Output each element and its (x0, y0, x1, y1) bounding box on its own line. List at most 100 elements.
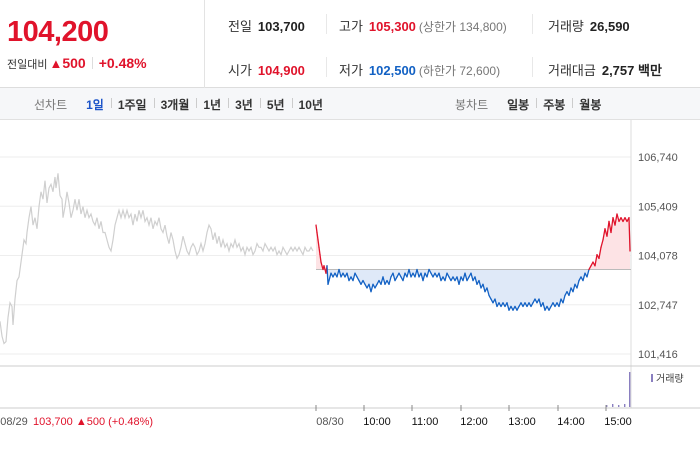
line-chart-title: 선차트 (34, 97, 68, 112)
price-segment-down (392, 272, 396, 282)
area-fill-down (539, 269, 541, 307)
stat-low: 저가 102,500 (하한가 72,600) (339, 60, 500, 79)
area-fill-up (613, 217, 615, 270)
area-fill-up (623, 217, 625, 270)
stat-label: 시가 (228, 63, 252, 78)
tab-3month[interactable]: 3개월 (153, 96, 197, 113)
price-segment-down (458, 276, 462, 285)
area-fill-down (511, 269, 513, 311)
tab-1year[interactable]: 1년 (196, 96, 228, 113)
price-segment-down (482, 283, 486, 293)
candle-chart-tabs: 봉차트 일봉 주봉 월봉 (455, 88, 608, 120)
stat-value: 2,757 백만 (601, 63, 662, 78)
price-segment-down (326, 265, 329, 285)
volume-legend-label: 거래량 (656, 373, 684, 385)
price-segment-down (488, 294, 492, 300)
price-segment-up (600, 239, 604, 248)
price-lines (0, 173, 631, 345)
price-segment-up (606, 220, 610, 237)
x-tick-label: 08/29 (0, 416, 28, 428)
area-fill-down (503, 269, 505, 307)
price-segment-down (402, 272, 406, 282)
area-fill-up (615, 213, 617, 270)
price-segment-up (628, 217, 631, 252)
x-tick-label: 14:00 (557, 416, 585, 428)
area-fill-down (365, 269, 367, 288)
area-fill-down (543, 269, 545, 311)
area-fill-down (509, 269, 511, 311)
area-fill-down (521, 269, 523, 307)
area-fill-down (495, 269, 497, 307)
tab-10year[interactable]: 10년 (291, 96, 330, 113)
area-fill-down (501, 269, 503, 307)
price-segment-down (516, 305, 520, 311)
prev-day-pct: (+0.48%) (108, 416, 153, 428)
area-fill-down (527, 269, 529, 307)
area-fill-down (375, 269, 377, 288)
divider (532, 57, 533, 77)
price-segment-down (586, 268, 590, 278)
area-fill-down (575, 269, 577, 288)
volume-bar (629, 372, 631, 407)
divider (326, 57, 327, 77)
area-fill-down (491, 269, 493, 303)
price-segment-down (486, 287, 490, 297)
area-fill-down (567, 269, 569, 296)
area-fill-up (625, 217, 627, 270)
y-tick-label: 102,747 (638, 300, 678, 312)
stat-sub: (하한가 72,600) (418, 64, 501, 78)
volume-bar (624, 404, 626, 407)
price-segment-down (394, 276, 398, 282)
change-row: 전일대비 ▲500 +0.48% (7, 55, 147, 72)
area-fill-down (535, 269, 537, 303)
tab-3year[interactable]: 3년 (228, 96, 260, 113)
area-fill-down (563, 269, 565, 303)
area-fill-down (549, 269, 551, 311)
area-fill-down (577, 269, 579, 288)
price-segment-down (362, 279, 366, 285)
price-segment-down (538, 298, 542, 308)
prev-day-price: 103,700 (33, 416, 76, 428)
price-segment-down (416, 268, 420, 278)
area-fill-down (515, 269, 517, 311)
area-fill-down (479, 269, 481, 288)
price-segment-down (572, 283, 576, 293)
candle-chart-title: 봉차트 (455, 97, 489, 112)
line-chart-tabs: 선차트 1일 1주일 3개월 1년 3년 5년 10년 (34, 88, 330, 120)
y-tick-label: 101,416 (638, 349, 678, 361)
area-fill-down (559, 269, 561, 307)
area-fill-down (519, 269, 521, 307)
prev-day-summary-label: 103,700 ▲500 (+0.48%) (33, 416, 153, 428)
price-segment-down (568, 287, 572, 297)
area-fill-down (513, 269, 515, 311)
area-fill-down (523, 269, 525, 307)
price-summary: 104,200 전일대비 ▲500 +0.48% 전일 103,700 시가 104,9… (0, 0, 700, 88)
area-fill-down (571, 269, 573, 292)
tab-daily-candle[interactable]: 일봉 (507, 97, 530, 112)
y-tick-label: 106,740 (638, 152, 678, 164)
tab-5year[interactable]: 5년 (259, 96, 292, 113)
area-fill-down (499, 269, 501, 307)
tab-monthly-candle[interactable]: 월봉 (572, 96, 608, 113)
area-fill-down (561, 269, 563, 303)
area-fill-up (316, 225, 317, 270)
prev-day-price-line (0, 173, 314, 345)
price-segment-down (474, 276, 478, 285)
area-fill-up (627, 217, 629, 270)
up-arrow-icon: ▲ (49, 56, 63, 71)
x-tick-label: 12:00 (460, 416, 488, 428)
change-label: 전일대비 (7, 59, 48, 71)
price-segment-down (576, 279, 580, 289)
tab-1day[interactable]: 1일 (86, 97, 104, 112)
volume-bar (606, 405, 608, 407)
area-fill-down (525, 269, 527, 307)
tab-1week[interactable]: 1주일 (110, 96, 154, 113)
up-arrow-icon: ▲ (76, 416, 87, 428)
tab-weekly-candle[interactable]: 주봉 (536, 96, 572, 113)
price-segment-up (588, 265, 592, 271)
stat-label: 거래대금 (548, 63, 596, 78)
current-price: 104,200 (7, 16, 109, 48)
area-fill-up (609, 221, 611, 270)
area-fill-down (545, 269, 547, 311)
